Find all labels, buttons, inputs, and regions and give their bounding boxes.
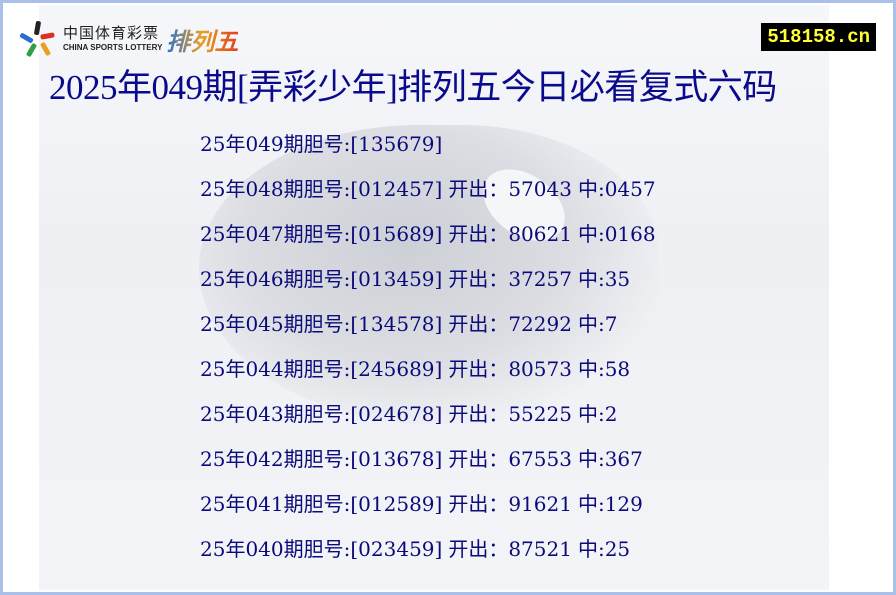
row-draw-label: 开出：	[448, 312, 509, 336]
background-panel	[39, 5, 829, 590]
list-item: 25年049期胆号:[135679]	[200, 129, 656, 174]
row-hit: 35	[604, 267, 631, 291]
row-draw: 67553	[508, 447, 572, 471]
list-item: 25年040期胆号:[023459] 开出：87521 中:25	[200, 534, 656, 579]
row-draw-label: 开出：	[448, 267, 509, 291]
background-image	[199, 125, 659, 425]
row-hit: 25	[604, 537, 631, 561]
row-draw-label: 开出：	[448, 537, 509, 561]
row-hit-label: 中:	[577, 492, 605, 516]
row-hit-label: 中:	[577, 447, 605, 471]
row-draw: 87521	[508, 537, 572, 561]
row-picks: [245689]	[350, 357, 443, 381]
row-period: 25年048期胆号:	[200, 177, 351, 201]
row-picks: [023459]	[350, 537, 443, 561]
row-picks: [134578]	[350, 312, 443, 336]
logo-english-text: CHINA SPORTS LOTTERY	[63, 43, 163, 52]
row-hit-label: 中:	[577, 222, 605, 246]
row-hit-label: 中:	[577, 177, 605, 201]
row-picks: [012589]	[350, 492, 443, 516]
logo-chinese-text: 中国体育彩票	[63, 24, 160, 42]
history-list: 25年049期胆号:[135679] 25年048期胆号:[012457] 开出：5…	[200, 129, 656, 579]
logo-game-name: 排列五	[166, 22, 238, 57]
row-hit: 58	[604, 357, 631, 381]
row-picks: [013678]	[350, 447, 443, 471]
logo-star-icon	[19, 20, 59, 58]
row-period: 25年047期胆号:	[200, 222, 351, 246]
row-draw-label: 开出：	[448, 177, 509, 201]
row-picks: [012457]	[350, 177, 443, 201]
row-period: 25年046期胆号:	[200, 267, 351, 291]
row-hit: 129	[604, 492, 643, 516]
row-hit: 2	[604, 402, 618, 426]
row-picks: [013459]	[350, 267, 443, 291]
row-draw: 91621	[508, 492, 572, 516]
row-picks: [015689]	[350, 222, 443, 246]
row-hit-label: 中:	[577, 267, 605, 291]
row-picks: [024678]	[350, 402, 443, 426]
list-item: 25年045期胆号:[134578] 开出：72292 中:7	[200, 309, 656, 354]
list-item: 25年043期胆号:[024678] 开出：55225 中:2	[200, 399, 656, 444]
row-period: 25年042期胆号:	[200, 447, 351, 471]
list-item: 25年044期胆号:[245689] 开出：80573 中:58	[200, 354, 656, 399]
row-hit-label: 中:	[577, 312, 605, 336]
lottery-logo: 中国体育彩票 CHINA SPORTS LOTTERY 排列五	[19, 20, 238, 58]
row-draw: 72292	[508, 312, 572, 336]
row-hit-label: 中:	[577, 537, 605, 561]
row-hit-label: 中:	[577, 357, 605, 381]
row-draw-label: 开出：	[448, 447, 509, 471]
site-badge: 518158.cn	[761, 23, 876, 51]
list-item: 25年046期胆号:[013459] 开出：37257 中:35	[200, 264, 656, 309]
row-period: 25年040期胆号:	[200, 537, 351, 561]
row-hit: 0457	[604, 177, 656, 201]
row-draw-label: 开出：	[448, 357, 509, 381]
list-item: 25年048期胆号:[012457] 开出：57043 中:0457	[200, 174, 656, 219]
row-period: 25年041期胆号:	[200, 492, 351, 516]
list-item: 25年047期胆号:[015689] 开出：80621 中:0168	[200, 219, 656, 264]
list-item: 25年041期胆号:[012589] 开出：91621 中:129	[200, 489, 656, 534]
row-draw: 80573	[508, 357, 572, 381]
page-title: 2025年049期[弄彩少年]排列五今日必看复式六码	[49, 68, 777, 107]
row-draw: 80621	[508, 222, 572, 246]
row-draw-label: 开出：	[448, 222, 509, 246]
row-draw: 37257	[508, 267, 572, 291]
row-hit-label: 中:	[577, 402, 605, 426]
row-draw: 57043	[508, 177, 572, 201]
row-draw-label: 开出：	[448, 492, 509, 516]
row-draw-label: 开出：	[448, 402, 509, 426]
row-picks: [135679]	[350, 132, 443, 156]
row-draw: 55225	[508, 402, 572, 426]
row-period: 25年049期胆号:	[200, 132, 351, 156]
row-hit: 0168	[604, 222, 656, 246]
row-period: 25年043期胆号:	[200, 402, 351, 426]
row-hit: 367	[604, 447, 643, 471]
list-item: 25年042期胆号:[013678] 开出：67553 中:367	[200, 444, 656, 489]
row-period: 25年044期胆号:	[200, 357, 351, 381]
row-hit: 7	[604, 312, 618, 336]
row-period: 25年045期胆号:	[200, 312, 351, 336]
